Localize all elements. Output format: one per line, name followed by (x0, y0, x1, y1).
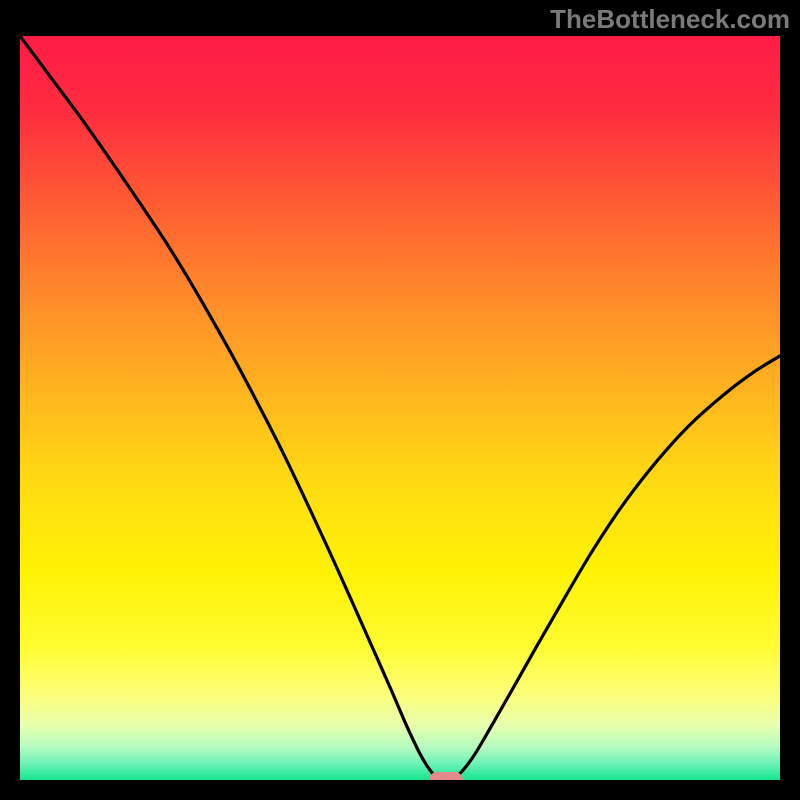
plot-area (20, 36, 780, 780)
chart-frame (0, 0, 800, 800)
watermark-text: TheBottleneck.com (550, 4, 790, 35)
bottleneck-curve (20, 36, 780, 780)
optimal-point-marker (429, 772, 463, 780)
